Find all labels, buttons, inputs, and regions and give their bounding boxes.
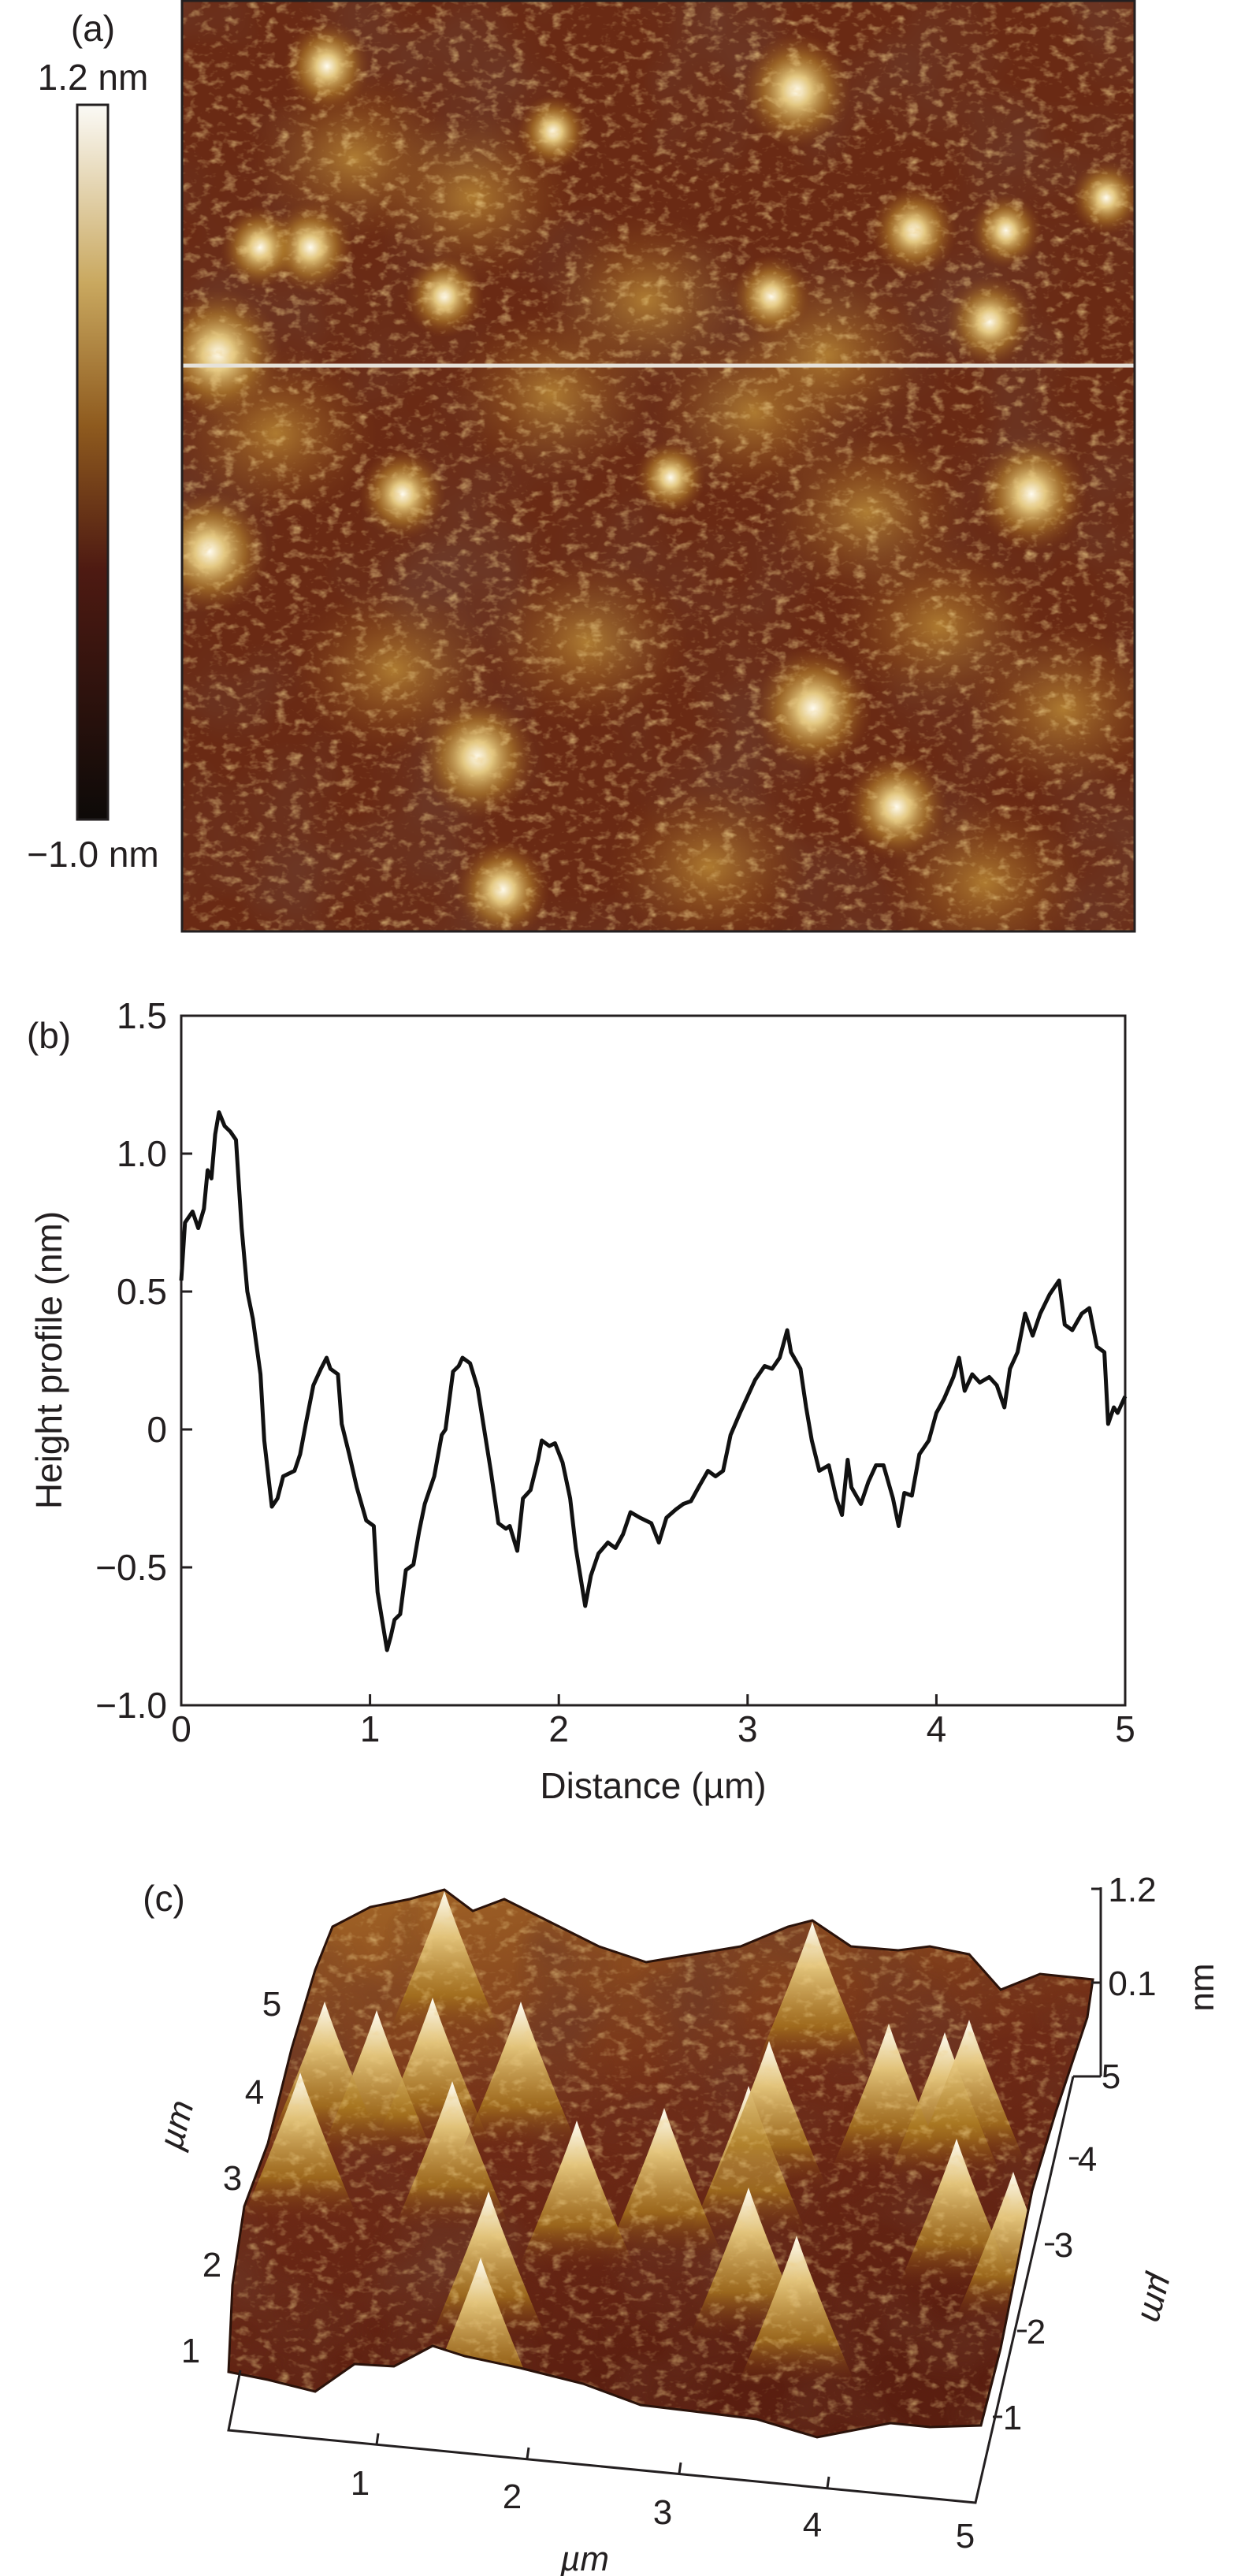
colorbar <box>76 103 110 821</box>
z-axis-unit: nm <box>1183 1963 1221 2011</box>
y-left-tick-label: 5 <box>262 1985 281 2024</box>
y-tick-label: 1.0 <box>117 1133 167 1174</box>
x-tick-label: 5 <box>1115 1708 1135 1749</box>
y-tick-label: 0.5 <box>117 1271 167 1312</box>
x-tick-label: 2 <box>548 1708 569 1749</box>
z-tick-label: 1.2 <box>1108 1871 1156 1909</box>
x-tick-label: 4 <box>927 1708 947 1749</box>
y-left-tick-label: 1 <box>181 2332 200 2370</box>
x-tick-label: 0 <box>171 1708 191 1749</box>
afm-3d-surface <box>227 1888 1094 2439</box>
y-left-axis-unit: µm <box>151 2096 202 2154</box>
panel-a: (a) 1.2 nm −1.0 nm <box>27 0 1136 933</box>
y-right-tick-label: 2 <box>1027 2313 1046 2351</box>
x-axis-unit: µm <box>559 2540 609 2576</box>
y-left-tick-label: 3 <box>223 2159 242 2198</box>
y-right-tick-label: 4 <box>1078 2140 1097 2179</box>
plot-area <box>180 1014 1127 1707</box>
panel-b-chart: (b) 1.51.00.50−0.5−1.00 1 2 3 4 5 Distance (µ… <box>27 995 1135 1806</box>
y-left-tick-label: 2 <box>202 2246 221 2284</box>
3d-axis-ticks <box>375 2157 1079 2489</box>
x-axis-label: Distance (µm) <box>540 1765 766 1806</box>
panel-b-label: (b) <box>27 1015 71 1056</box>
afm-image-border <box>180 0 1136 933</box>
x-tick-label: 4 <box>803 2506 822 2544</box>
colorbar-max-label: 1.2 nm <box>38 57 149 98</box>
x-tick-label: 2 <box>503 2477 522 2516</box>
x-tick-label: 1 <box>360 1708 381 1749</box>
z-tick-label: 0.1 <box>1108 1965 1156 2003</box>
y-tick-label: −0.5 <box>95 1547 167 1588</box>
colorbar-min-label: −1.0 nm <box>27 834 159 875</box>
height-profile-line <box>179 1110 1128 1652</box>
y-tick-label: 0 <box>147 1409 167 1450</box>
panel-a-label: (a) <box>71 8 115 49</box>
y-axis-label: Height profile (nm) <box>28 1211 69 1509</box>
panel-c-3d: (c) 1.2 0.1 nm <box>143 1871 1221 2576</box>
panel-c-label: (c) <box>143 1878 185 1919</box>
y-left-tick-label: 4 <box>245 2073 264 2112</box>
x-tick-label: 3 <box>738 1708 758 1749</box>
x-tick-label: 5 <box>956 2517 975 2556</box>
y-right-tick-label: 5 <box>1102 2057 1120 2096</box>
y-right-axis-unit: µm <box>1132 2269 1183 2327</box>
y-right-tick-label: 3 <box>1054 2226 1073 2265</box>
y-tick-label: −1.0 <box>95 1685 167 1726</box>
x-tick-label: 1 <box>351 2464 370 2503</box>
3d-base-axes <box>227 2076 1075 2504</box>
afm-height-image <box>181 0 1135 932</box>
x-tick-label: 3 <box>653 2493 672 2532</box>
y-right-tick-label: 1 <box>1003 2399 1022 2437</box>
y-tick-label: 1.5 <box>117 995 167 1036</box>
